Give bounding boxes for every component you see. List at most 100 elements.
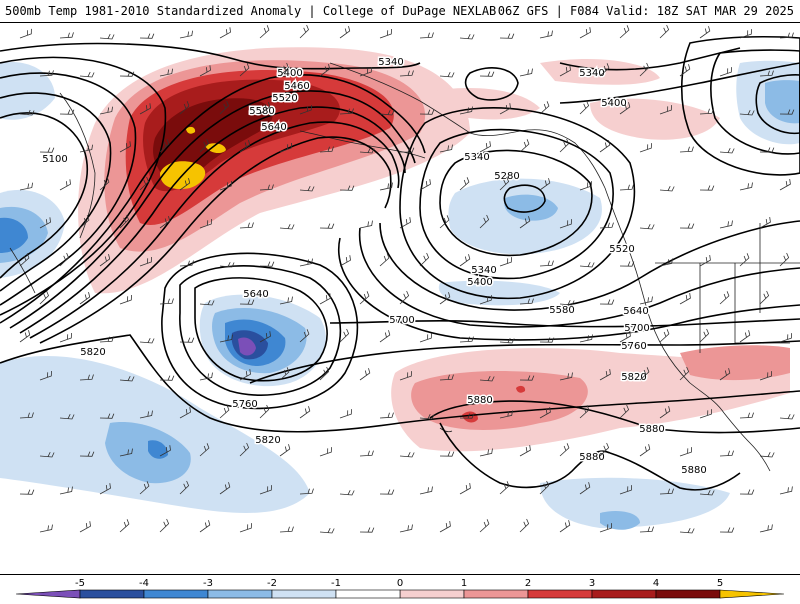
colorbar-tick-label: 4 [653,578,659,589]
contour-5880 [429,400,800,434]
wind-barb [59,179,71,191]
wind-barb [699,26,711,39]
contour-label: 5820 [80,347,105,358]
contour-5880-east [609,452,741,491]
wind-barb [139,410,153,419]
wind-barb [519,445,531,457]
wind-barb [479,71,495,77]
wind-barb [719,148,735,154]
wind-barb [639,526,654,533]
wind-barb [599,222,614,229]
wind-barb [739,110,755,116]
wind-barb [39,524,53,533]
contour-label: 5640 [261,122,286,133]
contour-label: 5820 [621,372,646,383]
contour-5340 [0,42,421,70]
contour-low-gulf-5280 [503,184,546,213]
wind-barb [259,261,275,267]
wind-barb [459,34,475,40]
colorbar-swatch [79,589,145,599]
contour-label: 5520 [272,93,297,104]
wind-barb [519,216,531,229]
wind-barb [219,405,230,419]
contour-labels: 5340 5400 5460 5520 5580 5640 5100 5340 … [41,56,708,478]
wind-barb [79,374,94,381]
wind-barb [79,292,91,305]
wind-barb [319,146,334,153]
anomaly-area-plus2-subtropics [411,371,588,430]
wind-barb [339,409,352,419]
wind-barb [199,372,213,381]
colorbar-swatch [591,589,657,599]
wind-barb [459,336,474,343]
contour-label: 5700 [624,323,649,334]
wind-barb [679,223,695,229]
wind-barb [679,146,694,153]
wind-barb [299,24,309,39]
wind-barb [499,481,510,495]
wind-barb [519,518,530,533]
wind-barb [59,332,72,343]
wind-barb [259,102,271,115]
contour-ne-low [755,74,800,135]
wind-barb [379,110,395,116]
wind-barb [419,179,431,191]
wind-barb [239,523,252,533]
wind-barb [499,338,515,344]
wind-barb [259,404,270,419]
wind-barb [319,223,335,229]
wind-barb [559,372,573,381]
wind-barb [399,70,414,77]
wind-barb [279,224,295,230]
contour-low-gulf-5460 [399,107,636,300]
anomaly-area-minus2-ne [765,80,800,124]
anomaly-area-minus2-south [105,422,191,484]
wind-barb [159,375,175,381]
wind-barb [219,262,235,268]
wind-barb [759,70,774,77]
anomaly-area-plus5 [153,98,273,183]
colorbar-swatches [15,589,785,599]
wind-barb [259,184,274,191]
colorbar-swatch [207,589,273,599]
wind-barb [519,68,533,77]
wind-barb [699,409,712,419]
wind-barb [299,186,315,192]
contour-label: 5100 [42,154,67,165]
wind-barb [219,180,232,191]
wind-barb [499,33,515,39]
wind-barb [679,447,692,457]
model-run-info: 06Z GFS | F084 Valid: 18Z SAT MAR 29 202… [497,4,794,18]
wind-barb [579,405,590,419]
wind-barb [339,328,350,343]
wind-barb [419,109,435,115]
wind-barb [699,108,714,115]
wind-barb [399,290,410,305]
wind-barb [119,141,131,153]
wind-barb [359,291,370,305]
wind-barb [99,413,115,419]
wind-barb [239,222,254,229]
wind-barb [719,220,733,229]
contour-label: 5340 [579,68,604,79]
wind-barb [599,442,610,457]
wind-barb [119,214,129,229]
wind-barb [139,176,149,191]
contour-label: 5880 [467,395,492,406]
wind-barb [179,178,191,191]
wind-barb [599,523,612,533]
wind-barb [579,181,592,191]
wind-barb [399,452,415,458]
colorbar-tick-label: 1 [461,578,467,589]
wind-barb [479,519,490,533]
anomaly-area-minus1-se [540,477,730,528]
wind-barb [299,104,312,115]
wind-barb [99,483,111,495]
contour-label: 5280 [494,171,519,182]
wind-barb [439,292,451,305]
wind-barb [739,330,751,343]
contour-5760-wave [249,340,800,384]
wind-barb [519,375,535,381]
wind-barb [279,62,289,77]
